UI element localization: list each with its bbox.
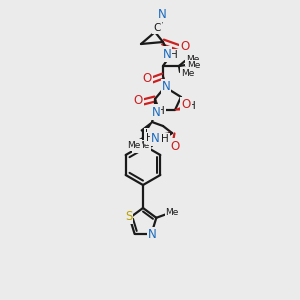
Polygon shape [141,122,152,134]
Text: S: S [125,210,132,223]
Text: N: N [151,131,159,145]
Text: N: N [158,8,166,20]
Text: O: O [142,73,152,85]
Text: Me: Me [187,61,200,70]
Text: Me: Me [133,142,147,152]
Text: O: O [180,40,190,53]
Text: N: N [154,134,162,146]
Text: H: H [188,101,196,111]
Text: Me: Me [127,140,141,149]
Text: Me: Me [166,208,179,217]
Text: Me: Me [186,56,200,64]
Text: N: N [148,130,158,143]
Polygon shape [175,105,190,110]
Text: H: H [146,133,154,143]
Text: H: H [170,50,178,60]
Text: N: N [163,47,171,61]
Text: H: H [145,129,153,139]
Text: O: O [182,98,190,112]
Text: N: N [162,80,170,94]
Text: Me: Me [181,68,194,77]
Text: H: H [157,106,165,116]
Text: C: C [153,23,161,33]
Text: O: O [134,94,142,107]
Text: H: H [161,134,169,144]
Text: Me: Me [136,142,150,151]
Text: N: N [152,106,160,118]
Text: O: O [170,140,180,152]
Text: N: N [148,228,157,242]
